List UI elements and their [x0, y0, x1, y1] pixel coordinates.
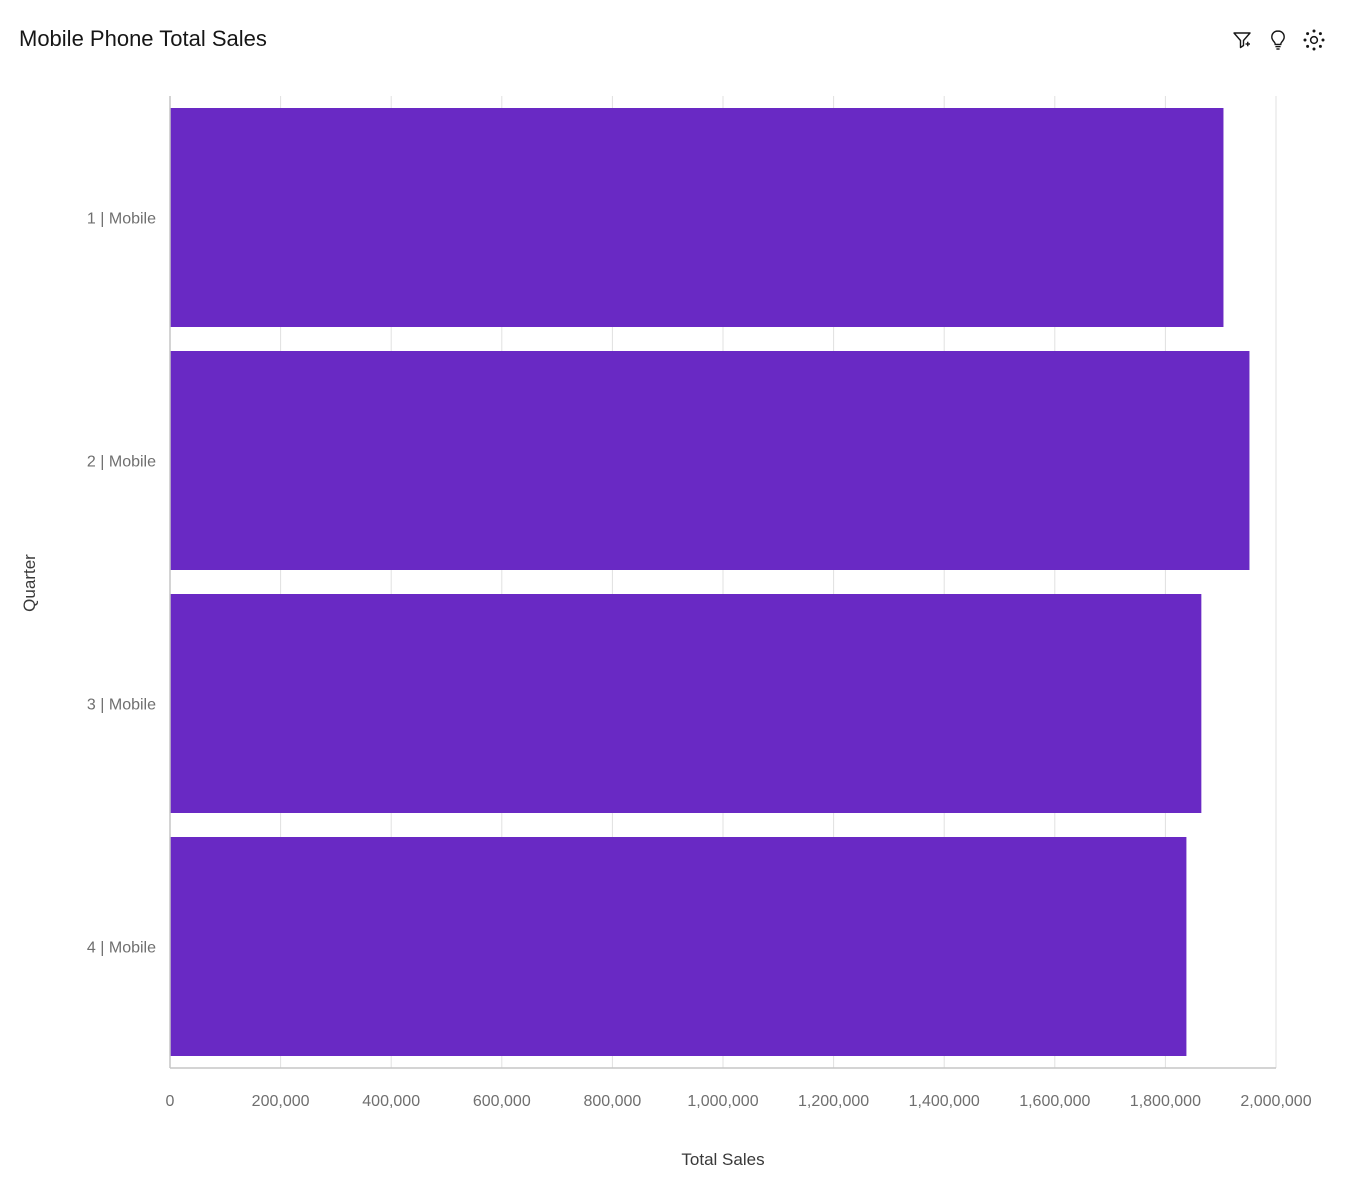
insight-bulb-icon: [1268, 29, 1288, 51]
ai-assistant-icon: [1302, 28, 1326, 52]
y-tick-label: 3 | Mobile: [87, 697, 156, 714]
bars: [170, 108, 1250, 1056]
chart-toolbar: [1231, 26, 1325, 54]
x-tick-label: 1,000,000: [687, 1093, 758, 1110]
y-axis-title: Quarter: [20, 554, 39, 612]
bar[interactable]: [170, 108, 1224, 327]
axis-labels: 0 200,000 400,000 600,000 800,000 1,000,000 1,…: [87, 211, 1312, 1111]
x-tick-label: 1,200,000: [798, 1093, 869, 1110]
insights-button[interactable]: [1267, 26, 1289, 54]
assistant-button[interactable]: [1303, 26, 1325, 54]
y-tick-label: 1 | Mobile: [87, 211, 156, 228]
chart-title: Mobile Phone Total Sales: [19, 26, 267, 51]
x-tick-label: 0: [166, 1093, 175, 1110]
x-tick-label: 1,400,000: [909, 1093, 980, 1110]
x-tick-label: 600,000: [473, 1093, 531, 1110]
bar[interactable]: [170, 837, 1187, 1056]
x-tick-label: 2,000,000: [1240, 1093, 1311, 1110]
x-tick-label: 1,800,000: [1130, 1093, 1201, 1110]
axes: [169, 96, 1276, 1069]
y-tick-label: 4 | Mobile: [87, 940, 156, 957]
y-tick-label: 2 | Mobile: [87, 454, 156, 471]
x-tick-label: 400,000: [362, 1093, 420, 1110]
bar[interactable]: [170, 351, 1250, 570]
x-tick-label: 1,600,000: [1019, 1093, 1090, 1110]
x-axis-title: Total Sales: [681, 1150, 764, 1169]
filter-button[interactable]: [1231, 26, 1253, 54]
x-tick-label: 800,000: [583, 1093, 641, 1110]
filter-icon: [1232, 30, 1252, 50]
x-tick-label: 200,000: [252, 1093, 310, 1110]
bar[interactable]: [170, 594, 1202, 813]
